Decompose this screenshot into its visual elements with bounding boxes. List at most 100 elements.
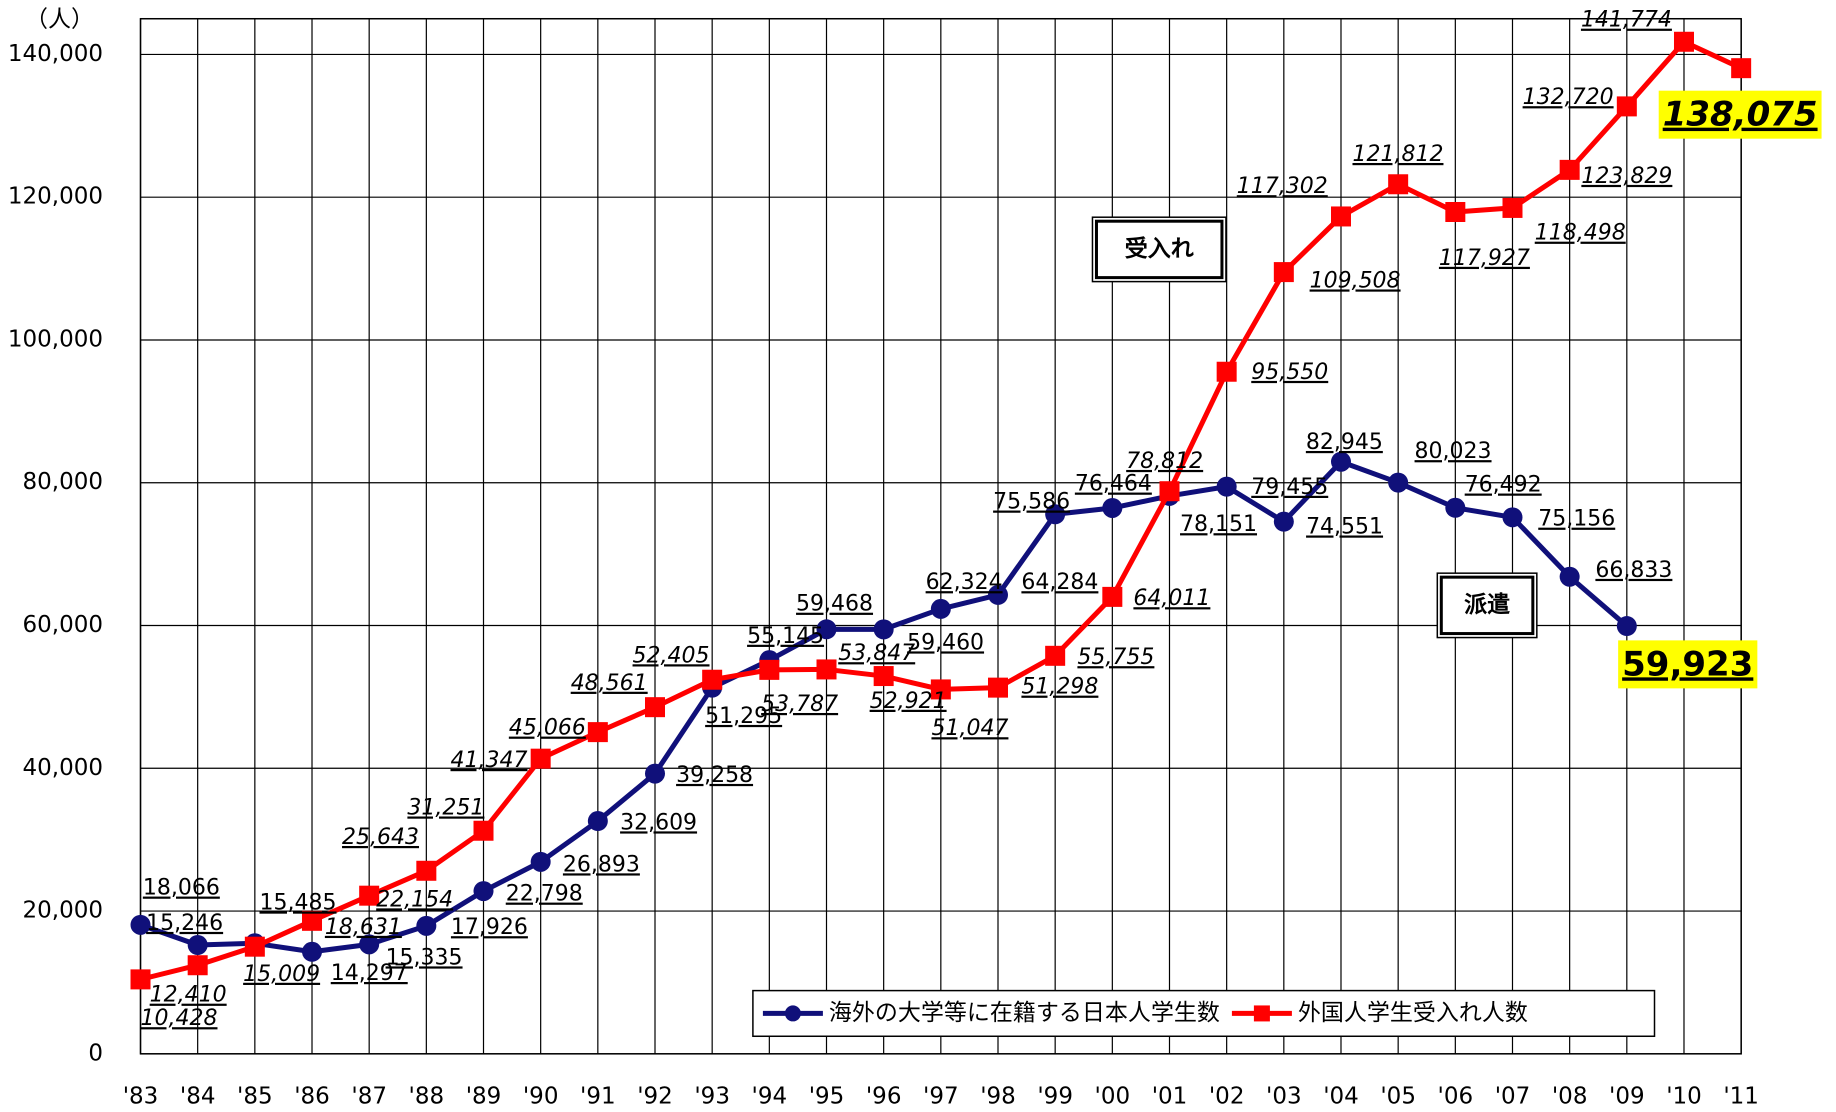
data-label: 15,246	[146, 911, 223, 936]
x-tick-label: '93	[694, 1084, 730, 1110]
point	[302, 941, 323, 962]
x-tick-label: '05	[1380, 1084, 1416, 1110]
point	[1559, 566, 1580, 587]
x-tick-label: '06	[1438, 1084, 1474, 1110]
data-label: 18,066	[143, 876, 220, 901]
data-label: 15,009	[243, 962, 320, 987]
data-label: 64,284	[1021, 570, 1098, 595]
data-label: 26,893	[563, 852, 640, 877]
point	[645, 763, 666, 784]
data-label: 53,787	[761, 692, 838, 717]
data-label: 17,926	[451, 915, 528, 940]
point	[1388, 472, 1409, 493]
x-tick-label: '07	[1495, 1084, 1531, 1110]
data-label: 55,755	[1077, 645, 1154, 670]
data-label: 31,251	[407, 795, 484, 820]
data-label: 82,945	[1306, 430, 1383, 455]
data-label: 64,011	[1133, 586, 1210, 611]
data-label: 12,410	[150, 983, 227, 1008]
point	[873, 619, 894, 640]
data-label: 15,485	[260, 890, 337, 915]
point	[1673, 31, 1694, 52]
legend-label: 外国人学生受入れ人数	[1298, 1000, 1528, 1026]
annotation: 受入れ	[1091, 216, 1227, 283]
y-tick-label: 0	[88, 1040, 103, 1066]
point	[930, 598, 951, 619]
data-label: 51,295	[705, 704, 782, 729]
point	[1216, 476, 1237, 497]
point	[1330, 206, 1351, 227]
point	[187, 955, 208, 976]
data-label: 22,798	[506, 882, 583, 907]
data-label: 75,586	[993, 490, 1070, 515]
legend-marker	[784, 1005, 801, 1022]
label-highlight	[1618, 640, 1758, 689]
point	[1502, 507, 1523, 528]
x-tick-label: '01	[1152, 1084, 1188, 1110]
point	[1045, 645, 1066, 666]
point	[1502, 197, 1523, 218]
x-tick-label: '83	[123, 1084, 159, 1110]
point	[587, 722, 608, 743]
annotation-text: 派遣	[1464, 592, 1510, 618]
point	[1445, 497, 1466, 518]
point	[645, 697, 666, 718]
data-label: 59,923	[1622, 644, 1753, 684]
data-label: 141,774	[1581, 8, 1672, 33]
point	[1102, 586, 1123, 607]
data-label: 51,298	[1021, 675, 1098, 700]
x-tick-label: '86	[294, 1084, 330, 1110]
x-tick-label: '02	[1209, 1084, 1245, 1110]
x-tick-label: '09	[1609, 1084, 1645, 1110]
y-tick-label: 40,000	[23, 755, 103, 781]
point	[416, 860, 437, 881]
point	[359, 934, 380, 955]
point	[416, 915, 437, 936]
data-label: 18,631	[325, 915, 402, 940]
x-tick-label: '10	[1666, 1084, 1702, 1110]
data-label: 79,455	[1251, 475, 1328, 500]
legend-label: 海外の大学等に在籍する日本人学生数	[829, 1000, 1220, 1026]
legend-marker	[1253, 1005, 1270, 1022]
point	[930, 679, 951, 700]
point	[702, 669, 723, 690]
data-label: 59,460	[907, 630, 984, 655]
data-label: 80,023	[1415, 439, 1492, 464]
x-tick-label: '87	[351, 1084, 387, 1110]
data-label: 10,428	[141, 1006, 218, 1031]
x-tick-label: '98	[980, 1084, 1016, 1110]
point	[1445, 201, 1466, 222]
y-tick-label: 140,000	[8, 41, 103, 67]
point	[987, 677, 1008, 698]
x-tick-label: '85	[237, 1084, 273, 1110]
annotation-text: 受入れ	[1125, 235, 1194, 262]
data-label: 138,075	[1663, 95, 1818, 135]
y-tick-label: 20,000	[23, 898, 103, 924]
data-label: 109,508	[1310, 268, 1401, 293]
x-tick-label: '84	[180, 1084, 216, 1110]
point	[359, 885, 380, 906]
data-label: 45,066	[509, 716, 586, 741]
data-label: 14,297	[331, 961, 408, 986]
data-label: 25,643	[342, 825, 419, 850]
point	[1216, 361, 1237, 382]
x-tick-label: '11	[1723, 1084, 1759, 1110]
data-label: 118,498	[1535, 221, 1626, 246]
x-tick-label: '99	[1037, 1084, 1073, 1110]
data-label: 59,468	[796, 592, 873, 617]
point	[873, 666, 894, 687]
data-label: 52,405	[633, 643, 710, 668]
point	[530, 748, 551, 769]
x-tick-label: '00	[1095, 1084, 1131, 1110]
point	[1045, 504, 1066, 525]
x-tick-label: '90	[523, 1084, 559, 1110]
data-label: 48,561	[571, 671, 648, 696]
point	[1559, 159, 1580, 180]
data-label: 66,833	[1595, 558, 1672, 583]
data-label: 22,154	[376, 887, 453, 912]
data-label: 55,145	[747, 624, 824, 649]
data-label: 76,492	[1465, 473, 1542, 498]
point	[987, 584, 1008, 605]
point	[816, 619, 837, 640]
x-tick-label: '89	[466, 1084, 502, 1110]
